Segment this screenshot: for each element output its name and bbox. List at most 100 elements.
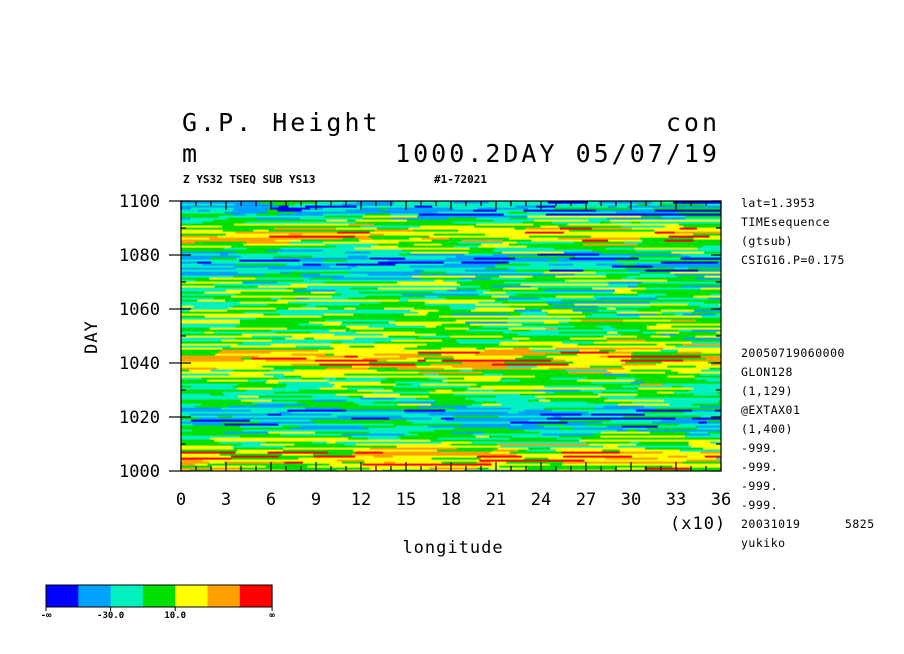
heatmap-cell (271, 405, 285, 408)
heatmap-cell (491, 463, 542, 466)
heatmap-cell (544, 385, 564, 388)
heatmap-cell (595, 383, 624, 386)
heatmap-cell (195, 463, 208, 466)
heatmap-cell (702, 447, 721, 450)
heatmap-cell (191, 429, 244, 432)
heatmap-cell (344, 371, 357, 374)
heatmap-cell (544, 387, 606, 390)
heatmap-cell (520, 351, 562, 354)
heatmap-cell (356, 265, 389, 268)
heatmap-cell (181, 311, 245, 314)
heatmap-cell (691, 329, 721, 332)
heatmap-cell (551, 359, 567, 362)
heatmap-cell (443, 311, 486, 314)
heatmap-cell (268, 229, 319, 232)
heatmap-cell (181, 343, 239, 346)
heatmap-cell (681, 385, 703, 388)
heatmap-cell (456, 447, 499, 450)
heatmap-cell (536, 205, 556, 208)
heatmap-cell (620, 359, 675, 362)
heatmap-cell (669, 395, 721, 398)
heatmap-cell (437, 283, 461, 286)
heatmap-cell (322, 249, 383, 252)
heatmap-cell (356, 331, 399, 334)
heatmap-cell (700, 287, 721, 290)
heatmap-cell (710, 433, 721, 436)
x-multiplier: (x10) (670, 514, 726, 534)
heatmap-cell (395, 263, 445, 266)
heatmap-cell (602, 421, 653, 424)
heatmap-cell (606, 465, 647, 468)
heatmap-cell (683, 365, 697, 368)
heatmap-cell (249, 413, 269, 416)
heatmap-cell (661, 215, 686, 218)
heatmap-cell (429, 451, 491, 454)
heatmap-cell (453, 355, 510, 358)
heatmap-cell (520, 433, 543, 436)
heatmap-cell (231, 295, 274, 298)
heatmap-cell (283, 349, 319, 352)
heatmap-cell (267, 211, 296, 214)
heatmap-cell (262, 265, 322, 268)
heatmap-cell (606, 331, 618, 334)
heatmap-cell (618, 403, 640, 406)
heatmap-cell (362, 463, 379, 466)
heatmap-cell (627, 275, 678, 278)
heatmap-cell (268, 267, 291, 270)
heatmap-cell (582, 367, 625, 370)
heatmap-cell (547, 417, 608, 420)
heatmap-cell (511, 351, 521, 354)
heatmap-cell (668, 235, 680, 238)
heatmap-cell (667, 365, 684, 368)
heatmap-cell (468, 251, 503, 254)
side-info-line: (1,400) (741, 422, 793, 436)
heatmap-cell (280, 247, 309, 250)
heatmap-cell (582, 287, 593, 290)
heatmap-cell (245, 345, 297, 348)
heatmap-cell (439, 423, 463, 426)
heatmap-cell (657, 297, 709, 300)
heatmap-cell (684, 411, 721, 414)
heatmap-cell (424, 399, 436, 402)
heatmap-cell (397, 289, 448, 292)
heatmap-cell (360, 225, 421, 228)
heatmap-cell (181, 455, 232, 458)
heatmap-cell (619, 335, 638, 338)
heatmap-cell (510, 469, 557, 471)
heatmap-cell (449, 305, 510, 308)
heatmap-cell (358, 375, 376, 378)
heatmap-cell (631, 223, 680, 226)
heatmap-cell (545, 391, 555, 394)
heatmap-field (181, 201, 721, 471)
heatmap-cell (631, 357, 681, 360)
heatmap-cell (240, 425, 283, 428)
heatmap-cell (181, 425, 241, 428)
heatmap-cell (435, 389, 453, 392)
heatmap-cell (227, 361, 253, 364)
heatmap-cell (358, 253, 400, 256)
heatmap-cell (181, 411, 242, 414)
heatmap-cell (702, 245, 721, 248)
heatmap-cell (236, 251, 278, 254)
heatmap-cell (445, 409, 504, 412)
heatmap-cell (478, 301, 503, 304)
heatmap-cell (473, 209, 497, 212)
heatmap-cell (407, 219, 468, 222)
heatmap-cell (666, 293, 711, 296)
heatmap-cell (237, 279, 256, 282)
heatmap-cell (227, 307, 277, 310)
heatmap-cell (367, 273, 382, 276)
heatmap-cell (504, 333, 518, 336)
heatmap-cell (411, 247, 471, 250)
heatmap-cell (285, 337, 305, 340)
heatmap-cell (391, 421, 413, 424)
heatmap-cell (516, 241, 575, 244)
heatmap-cell (662, 451, 701, 454)
heatmap-cell (591, 413, 637, 416)
heatmap-cell (483, 373, 504, 376)
heatmap-cell (346, 409, 405, 412)
heatmap-cell (658, 401, 719, 404)
heatmap-cell (367, 367, 398, 370)
heatmap-cell (651, 429, 697, 432)
heatmap-cell (479, 343, 500, 346)
